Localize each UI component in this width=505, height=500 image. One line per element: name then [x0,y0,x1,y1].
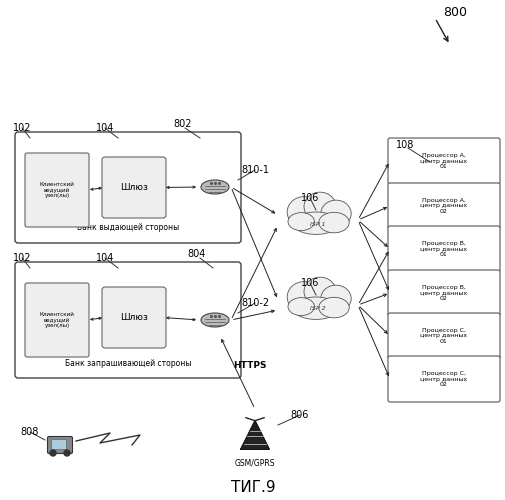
Circle shape [64,450,70,456]
FancyBboxPatch shape [25,153,89,227]
FancyBboxPatch shape [102,157,166,218]
Polygon shape [240,420,269,450]
Ellipse shape [200,313,229,327]
Text: Процессор А,
центр данных
01: Процессор А, центр данных 01 [420,152,467,170]
Text: 106: 106 [300,278,319,288]
Circle shape [50,450,56,456]
FancyBboxPatch shape [387,183,499,229]
FancyBboxPatch shape [387,138,499,184]
Text: 102: 102 [13,123,31,133]
Text: 810-2: 810-2 [240,298,269,308]
Ellipse shape [287,282,320,312]
Text: 808: 808 [21,427,39,437]
Text: ISP 1: ISP 1 [310,222,325,226]
Text: 102: 102 [13,253,31,263]
Text: Банк запрашивающей стороны: Банк запрашивающей стороны [65,358,191,368]
FancyBboxPatch shape [52,440,66,450]
Ellipse shape [200,180,229,194]
FancyBboxPatch shape [25,283,89,357]
Text: 104: 104 [95,253,114,263]
FancyBboxPatch shape [387,226,499,272]
Text: Шлюз: Шлюз [120,313,147,322]
Text: 104: 104 [95,123,114,133]
Text: ΤИГ.9: ΤИГ.9 [230,480,275,496]
Text: Процессор В,
центр данных
01: Процессор В, центр данных 01 [420,240,467,258]
Ellipse shape [287,212,314,230]
Text: Клиентский
ведущий
узел(лы): Клиентский ведущий узел(лы) [39,182,74,198]
FancyBboxPatch shape [387,313,499,359]
Text: 804: 804 [187,249,206,259]
Text: Процессор А,
центр данных
02: Процессор А, центр данных 02 [420,198,467,214]
FancyBboxPatch shape [387,356,499,402]
Ellipse shape [287,298,314,316]
Text: Процессор С,
центр данных
01: Процессор С, центр данных 01 [420,328,467,344]
Text: HTTPS: HTTPS [233,360,266,370]
FancyBboxPatch shape [102,287,166,348]
Text: Клиентский
ведущий
узел(лы): Клиентский ведущий узел(лы) [39,312,74,328]
Text: 810-1: 810-1 [240,165,269,175]
Ellipse shape [287,196,320,228]
Text: Шлюз: Шлюз [120,183,147,192]
Ellipse shape [320,200,350,227]
Ellipse shape [292,297,338,320]
Ellipse shape [318,212,348,233]
Text: Процессор В,
центр данных
02: Процессор В, центр данных 02 [420,284,467,302]
FancyBboxPatch shape [15,132,240,243]
FancyBboxPatch shape [387,270,499,316]
FancyBboxPatch shape [15,262,240,378]
FancyBboxPatch shape [47,436,72,454]
Ellipse shape [292,212,338,234]
Text: 800: 800 [442,6,466,18]
Text: 106: 106 [300,193,319,203]
Ellipse shape [304,277,335,306]
Text: GSM/GPRS: GSM/GPRS [234,459,275,468]
Text: 108: 108 [395,140,414,150]
Ellipse shape [320,285,350,312]
Text: Банк выдающей стороны: Банк выдающей стороны [77,224,179,232]
Ellipse shape [318,298,348,318]
Text: ISP 2: ISP 2 [310,306,325,312]
Text: 806: 806 [290,410,309,420]
Ellipse shape [304,192,335,221]
Text: Процессор С,
центр данных
02: Процессор С, центр данных 02 [420,370,467,388]
Text: 802: 802 [173,119,192,129]
